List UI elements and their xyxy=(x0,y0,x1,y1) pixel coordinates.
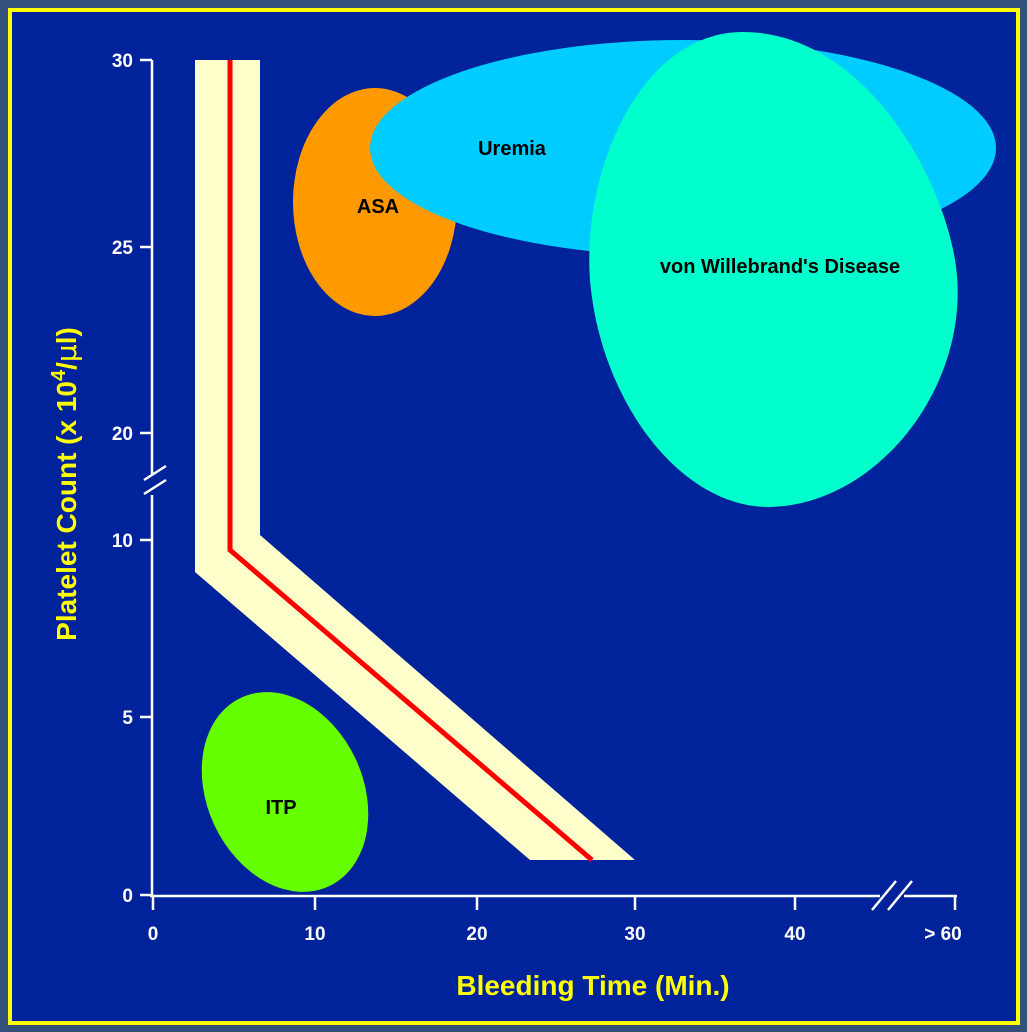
normal-line xyxy=(227,60,594,862)
region-label-itp: ITP xyxy=(265,797,296,819)
x-tick-label: 20 xyxy=(466,924,487,945)
y-tick-label: 20 xyxy=(112,424,133,445)
y-tick-label: 10 xyxy=(112,531,133,552)
x-tick-label: 30 xyxy=(624,924,645,945)
region-label-asa: ASA xyxy=(357,196,399,218)
x-axis xyxy=(150,894,957,910)
x-axis-break xyxy=(871,880,913,911)
region-von-willebrand xyxy=(589,31,958,508)
y-tick-label: 5 xyxy=(122,708,133,729)
y-tick-label: 25 xyxy=(112,238,134,259)
y-tick-label: 30 xyxy=(112,51,133,72)
y-axis-title-mu: μ xyxy=(50,344,83,362)
y-axis xyxy=(140,58,154,897)
region-itp xyxy=(201,692,369,892)
y-axis-title-part: / xyxy=(51,362,82,370)
y-axis-title-superscript: 4 xyxy=(48,369,70,381)
y-axis-title: Platelet Count (x 104/μl) xyxy=(48,327,83,641)
x-axis-title: Bleeding Time (Min.) xyxy=(456,970,729,1001)
region-label-von-willebrand: von Willebrand's Disease xyxy=(660,256,900,278)
y-axis-break xyxy=(143,464,167,496)
y-axis-title-part: Platelet Count (x 10 xyxy=(51,381,82,641)
y-tick-label: 0 xyxy=(122,886,133,907)
normal-range-band xyxy=(195,60,635,860)
x-tick-label: 40 xyxy=(784,924,805,945)
x-tick-label: 10 xyxy=(304,924,325,945)
x-tick-label: 0 xyxy=(148,924,159,945)
y-axis-title-part: l) xyxy=(51,327,82,344)
region-label-uremia: Uremia xyxy=(478,138,547,160)
x-tick-label: > 60 xyxy=(924,924,962,945)
